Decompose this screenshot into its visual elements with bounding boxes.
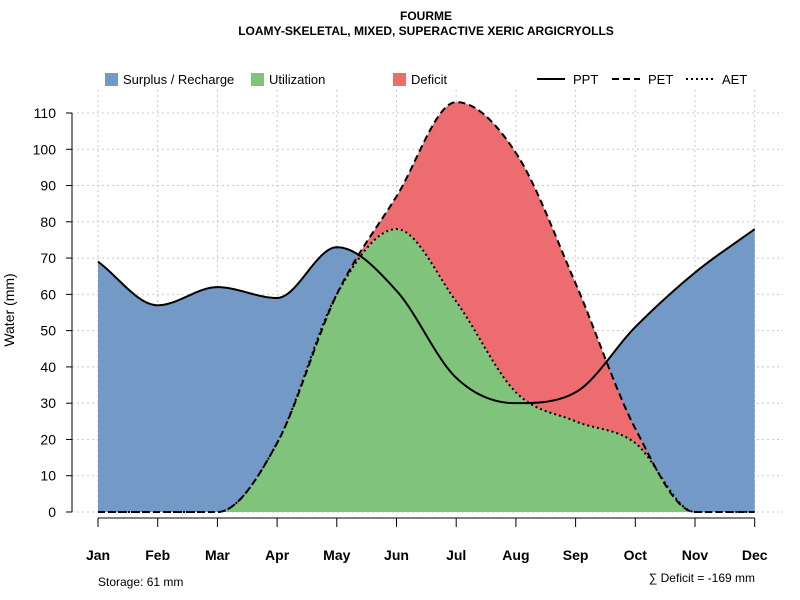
x-tick-label-jun: Jun xyxy=(384,547,409,563)
x-tick-label-may: May xyxy=(323,547,350,563)
line-pet xyxy=(98,101,755,513)
legend-label: Surplus / Recharge xyxy=(123,72,234,87)
legend-swatch xyxy=(105,73,118,86)
x-tick-label-oct: Oct xyxy=(624,547,648,563)
x-tick-label-mar: Mar xyxy=(205,547,230,563)
series-lines xyxy=(97,101,756,513)
line-ppt xyxy=(97,228,756,405)
y-tick-label: 60 xyxy=(40,286,56,302)
x-tick-label-nov: Nov xyxy=(682,547,709,563)
x-tick-label-aug: Aug xyxy=(502,547,529,563)
y-tick-label: 30 xyxy=(40,395,56,411)
line-aet xyxy=(98,228,755,513)
legend: Surplus / Recharge Utilization Deficit PPT P… xyxy=(105,72,747,87)
legend-label: AET xyxy=(722,72,747,87)
y-tick-label: 80 xyxy=(40,214,56,230)
legend-swatch xyxy=(251,73,264,86)
x-tick-label-sep: Sep xyxy=(563,547,589,563)
y-tick-label: 100 xyxy=(33,141,57,157)
x-tick-label-jan: Jan xyxy=(86,547,110,563)
legend-label: PET xyxy=(648,72,673,87)
storage-note: Storage: 61 mm xyxy=(98,575,183,589)
y-tick-label: 20 xyxy=(40,431,56,447)
area-utilization xyxy=(98,229,755,512)
chart-title: FOURME xyxy=(400,9,452,23)
area-deficit xyxy=(98,102,755,513)
y-tick-label: 50 xyxy=(40,323,56,339)
x-tick-label-dec: Dec xyxy=(742,547,768,563)
legend-label: Utilization xyxy=(269,72,325,87)
y-tick-label: 0 xyxy=(48,504,56,520)
y-tick-label: 10 xyxy=(40,468,56,484)
y-tick-label: 110 xyxy=(34,105,57,121)
y-tick-label: 70 xyxy=(40,250,56,266)
legend-label: PPT xyxy=(573,72,598,87)
x-tick-label-feb: Feb xyxy=(145,547,170,563)
y-tick-label: 40 xyxy=(40,359,56,375)
y-axis-label: Water (mm) xyxy=(1,273,17,346)
x-tick-label-apr: Apr xyxy=(265,547,290,563)
areas xyxy=(98,102,755,513)
legend-label: Deficit xyxy=(411,72,448,87)
x-tick-label-jul: Jul xyxy=(446,547,466,563)
deficit-note: ∑ Deficit = -169 mm xyxy=(649,571,755,585)
legend-swatch xyxy=(393,73,406,86)
y-tick-label: 90 xyxy=(40,178,56,194)
axes: 0 10 20 30 40 50 60 70 80 90 100 110 Jan Feb Mar Apr May… xyxy=(33,105,768,563)
chart-subtitle: LOAMY-SKELETAL, MIXED, SUPERACTIVE XERIC… xyxy=(238,24,614,38)
